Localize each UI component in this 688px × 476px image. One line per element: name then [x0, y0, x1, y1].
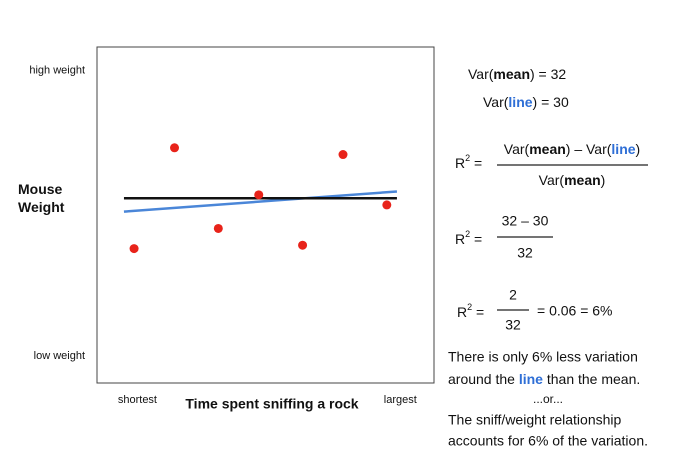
- y-tick-label: low weight: [34, 350, 85, 362]
- conclusion: ...or...: [533, 392, 563, 406]
- data-point: [129, 244, 139, 254]
- data-point: [338, 150, 348, 160]
- y-tick-label: high weight: [29, 64, 85, 76]
- numerator: 32 – 30: [502, 213, 549, 229]
- result: = 0.06 = 6%: [537, 303, 613, 319]
- denominator: 32: [505, 317, 521, 333]
- x-tick-label: shortest: [118, 394, 157, 406]
- x-tick-label: largest: [384, 394, 417, 406]
- data-point: [213, 223, 223, 233]
- numerator: 2: [509, 287, 517, 303]
- numerator: Var(mean) – Var(line): [504, 141, 640, 157]
- var-line: Var(line) = 30: [483, 94, 569, 110]
- plot-frame: [96, 46, 435, 384]
- conclusion: There is only 6% less variation: [448, 349, 638, 365]
- r2-label: R2 =: [455, 153, 482, 170]
- r2-label: R2 =: [455, 229, 482, 246]
- x-axis-label: Time spent sniffing a rock: [185, 396, 358, 412]
- conclusion: accounts for 6% of the variation.: [448, 433, 648, 449]
- var-mean: Var(mean) = 32: [468, 66, 566, 82]
- denominator: Var(mean): [539, 172, 606, 188]
- data-point: [254, 190, 264, 200]
- data-point: [170, 143, 180, 153]
- conclusion: The sniff/weight relationship: [448, 412, 621, 428]
- fit-line: [123, 190, 398, 213]
- y-axis-label: Mouse Weight: [18, 181, 65, 215]
- denominator: 32: [517, 245, 533, 261]
- conclusion: around the line than the mean.: [448, 371, 640, 387]
- data-point: [298, 240, 308, 250]
- r2-label: R2 =: [457, 302, 484, 319]
- data-point: [382, 200, 392, 210]
